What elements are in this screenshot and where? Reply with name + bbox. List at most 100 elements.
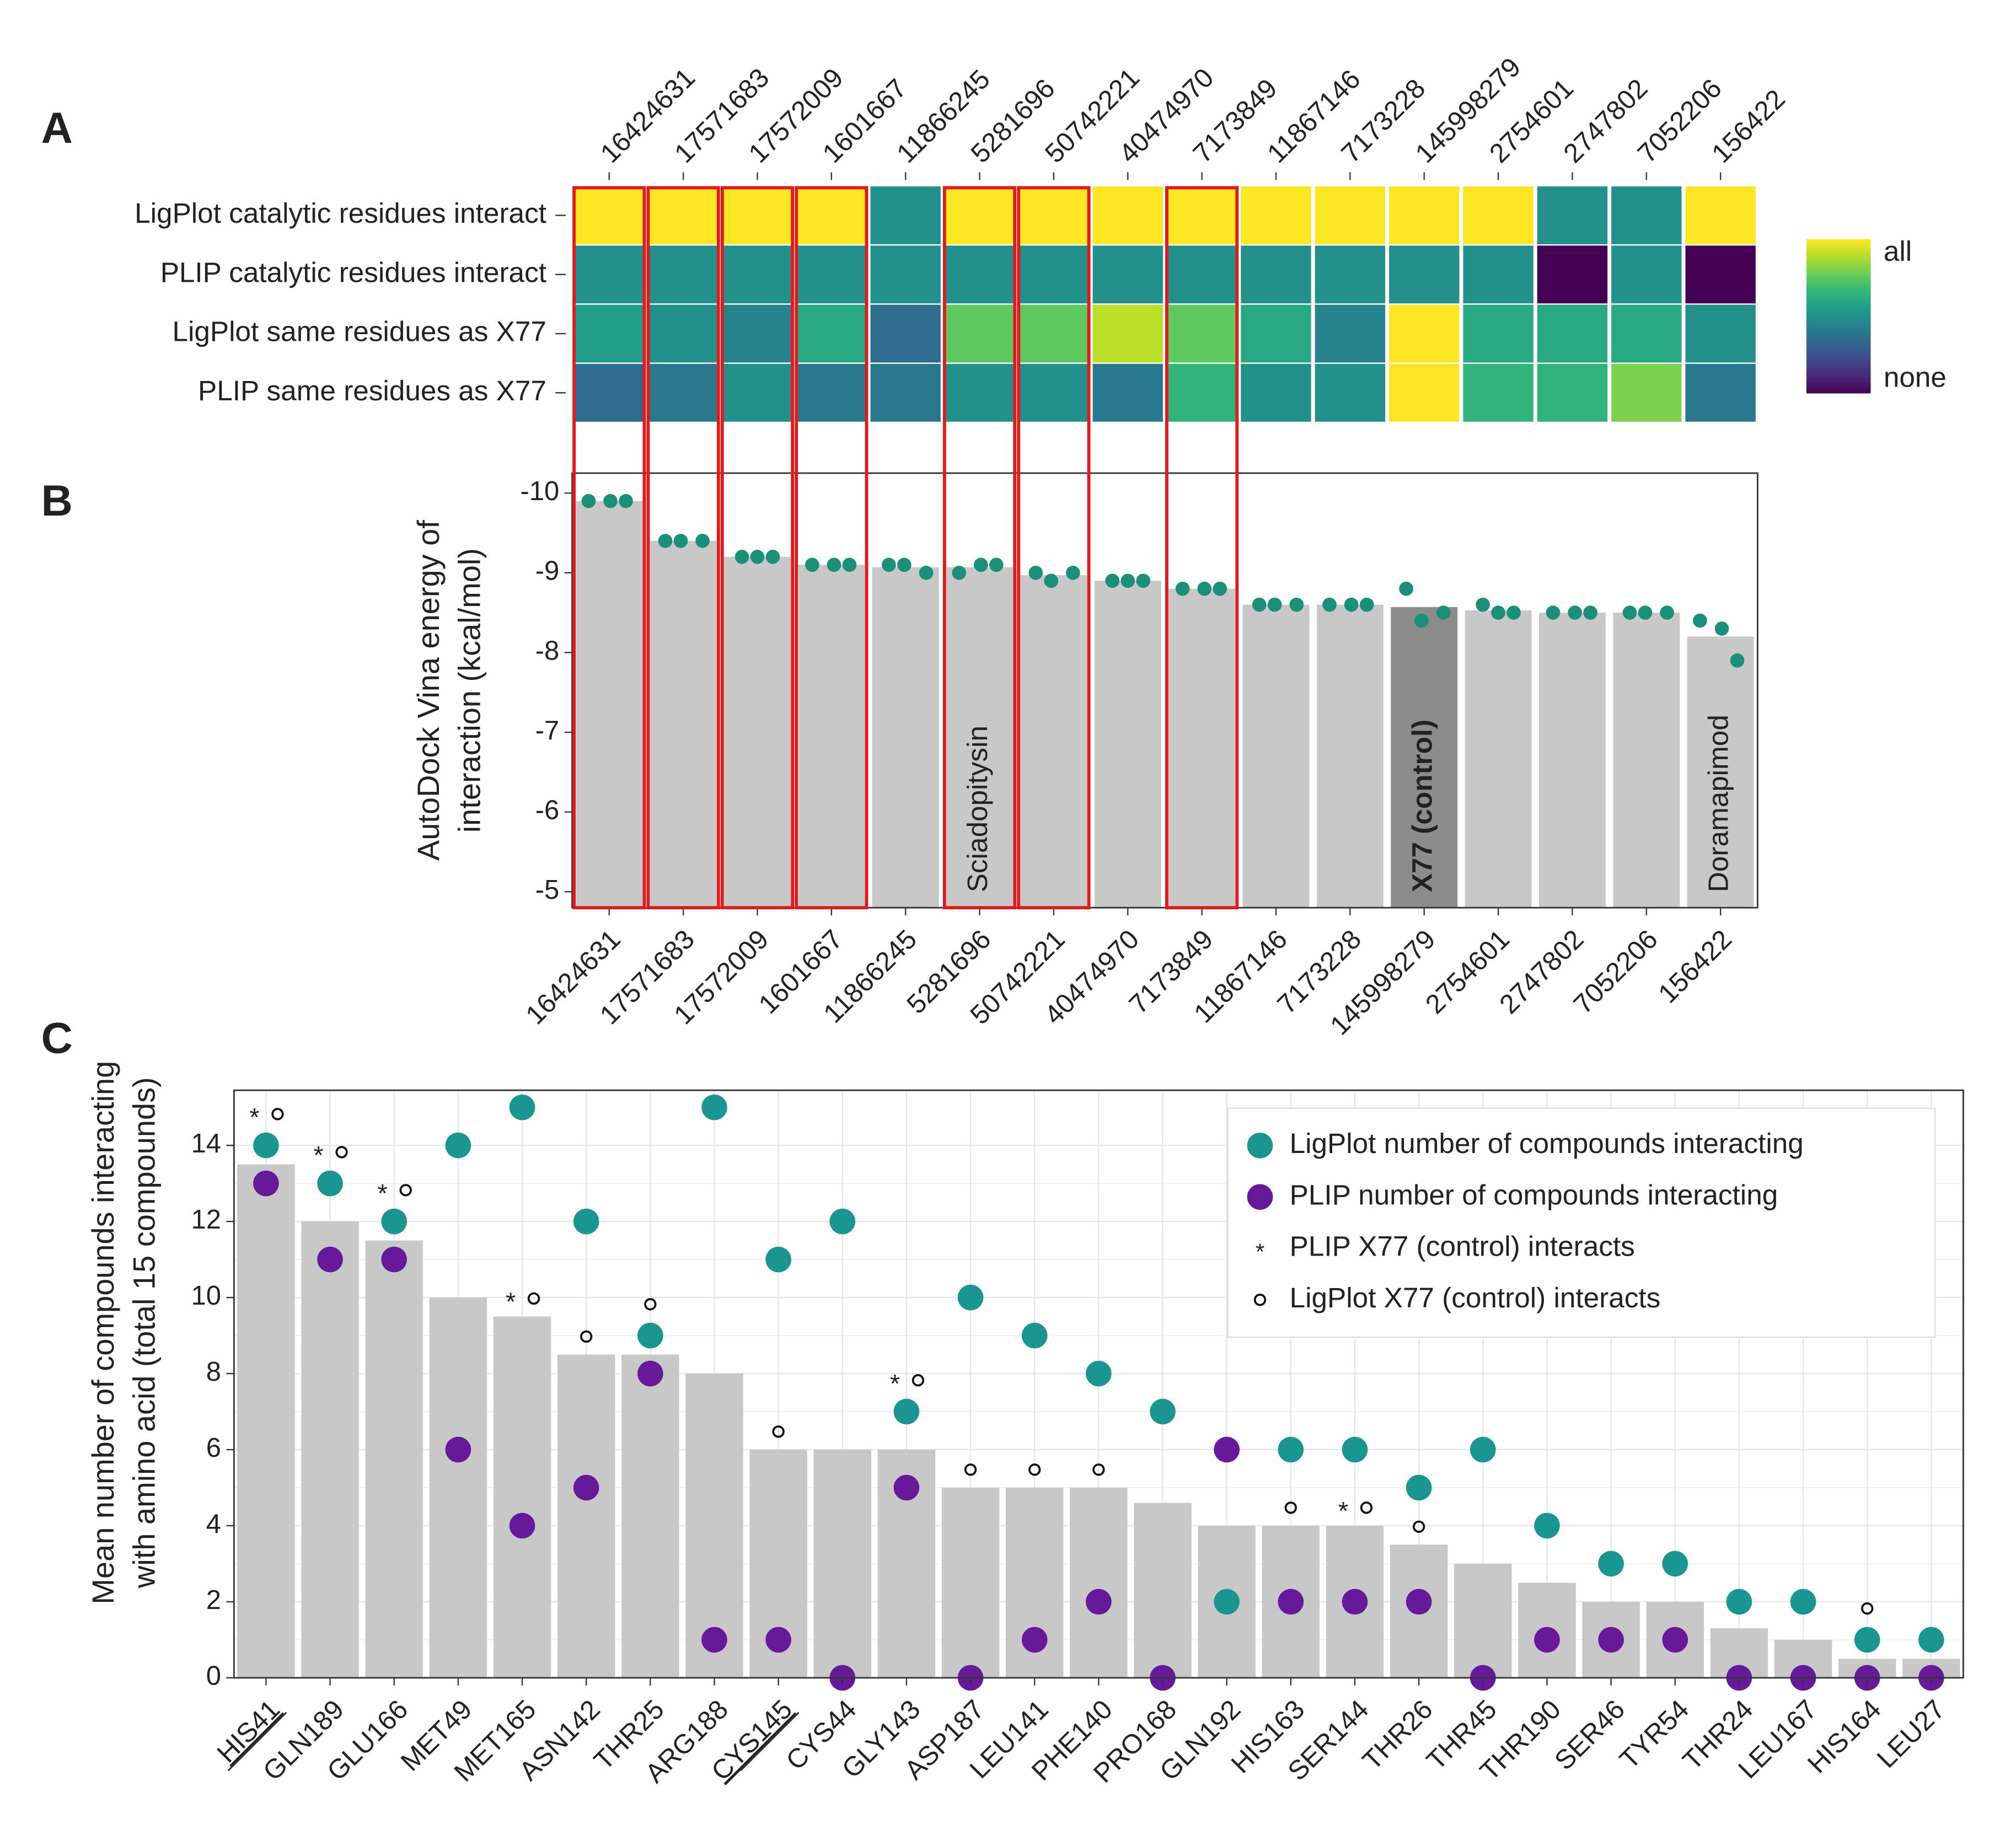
- point: [445, 1132, 471, 1158]
- heat-cell: [1537, 186, 1608, 245]
- panel-letter: A: [41, 103, 73, 152]
- legend-label: PLIP X77 (control) interacts: [1290, 1231, 1635, 1262]
- heat-cell: [1092, 245, 1163, 304]
- y-tick-label: -6: [535, 796, 560, 825]
- heat-cell: [1166, 245, 1237, 304]
- heat-cell: [1389, 245, 1460, 304]
- point: [827, 557, 841, 572]
- point: [658, 534, 673, 548]
- legend-symbol: [1253, 1294, 1267, 1306]
- highlight-box: [795, 186, 868, 910]
- point: [1638, 605, 1653, 620]
- bar: [1168, 588, 1236, 908]
- heat-cell: [722, 304, 793, 363]
- heat-cell: [1611, 304, 1682, 363]
- x77-marker: [335, 1146, 348, 1158]
- point: [1662, 1627, 1688, 1653]
- point: [381, 1208, 408, 1235]
- y-tick-label: -5: [535, 875, 560, 905]
- bar: [301, 1221, 359, 1678]
- x77-marker: [1284, 1501, 1297, 1514]
- point: [1491, 605, 1505, 620]
- legend-symbol: [1247, 1133, 1273, 1158]
- point: [893, 1474, 920, 1501]
- heat-cell: [1611, 363, 1682, 422]
- y-tick-label: 10: [191, 1281, 221, 1311]
- x77-marker: [527, 1292, 540, 1305]
- heat-cell: [1166, 186, 1237, 245]
- x-tick-label: 156422: [1653, 924, 1738, 1009]
- heat-cell: [1018, 304, 1089, 363]
- x-tick-label: LEU27: [1872, 1694, 1951, 1774]
- y-axis-label: AutoDock Vina energy of: [411, 520, 446, 861]
- x77-marker: *: [1338, 1497, 1348, 1525]
- heat-cell: [648, 304, 719, 363]
- point: [1213, 581, 1227, 596]
- panel-letter: B: [41, 476, 73, 525]
- heat-cell: [944, 245, 1015, 304]
- legend-label: LigPlot number of compounds interacting: [1290, 1128, 1804, 1159]
- bar-label: Doramapimod: [1703, 715, 1734, 892]
- point: [1534, 1512, 1560, 1539]
- heat-cell: [1685, 363, 1756, 422]
- y-axis-label: interaction (kcal/mol): [452, 548, 486, 833]
- row-label: LigPlot same residues as X77: [173, 316, 546, 347]
- point: [253, 1132, 279, 1158]
- row-label: LigPlot catalytic residues interact: [135, 197, 546, 229]
- y-tick-label: 0: [206, 1661, 221, 1691]
- heat-cell: [1241, 245, 1311, 304]
- point: [637, 1360, 663, 1387]
- bar: [1538, 613, 1606, 908]
- point: [1278, 1589, 1304, 1615]
- heat-cell: [1018, 245, 1089, 304]
- highlight-box: [646, 186, 720, 910]
- point: [765, 1627, 791, 1653]
- heat-cell: [870, 245, 941, 304]
- point: [445, 1436, 471, 1463]
- heat-cell: [1241, 363, 1311, 422]
- point: [1278, 1436, 1304, 1463]
- x77-marker: [1028, 1463, 1041, 1476]
- heat-cell: [648, 186, 719, 245]
- point: [1598, 1627, 1624, 1653]
- point: [1214, 1436, 1240, 1463]
- panel-letter: C: [41, 1013, 73, 1063]
- x-tick-label: THR26: [1357, 1694, 1439, 1776]
- point: [1714, 621, 1729, 636]
- point: [695, 534, 710, 548]
- bar: [813, 1449, 872, 1678]
- legend-symbol: [1247, 1184, 1273, 1210]
- point: [573, 1208, 599, 1235]
- bar: [1134, 1503, 1192, 1678]
- row-label: PLIP same residues as X77: [198, 375, 546, 406]
- point: [317, 1170, 343, 1197]
- point: [581, 494, 596, 508]
- legend-symbol: *: [1256, 1238, 1264, 1264]
- point: [253, 1170, 279, 1197]
- bar: [237, 1164, 295, 1678]
- x77-marker: [1860, 1602, 1874, 1615]
- point: [1918, 1627, 1944, 1653]
- bar: [557, 1354, 615, 1678]
- bar: [1687, 636, 1754, 908]
- heat-cell: [1463, 186, 1534, 245]
- x77-marker: [964, 1463, 977, 1476]
- point: [1021, 1322, 1048, 1349]
- x77-marker: [772, 1425, 785, 1438]
- bar: [493, 1316, 551, 1678]
- heat-cell: [1389, 186, 1460, 245]
- heat-cell: [796, 363, 867, 422]
- highlight-box: [1017, 186, 1091, 910]
- bar: [1094, 581, 1161, 908]
- underline: [227, 1712, 287, 1772]
- heat-cell: [1611, 245, 1682, 304]
- point: [1399, 581, 1413, 596]
- point: [1120, 573, 1135, 588]
- bar: [365, 1240, 423, 1678]
- point: [1175, 581, 1190, 596]
- x77-marker: *: [506, 1288, 516, 1316]
- heat-cell: [648, 363, 719, 422]
- point: [952, 565, 967, 580]
- point: [509, 1512, 535, 1539]
